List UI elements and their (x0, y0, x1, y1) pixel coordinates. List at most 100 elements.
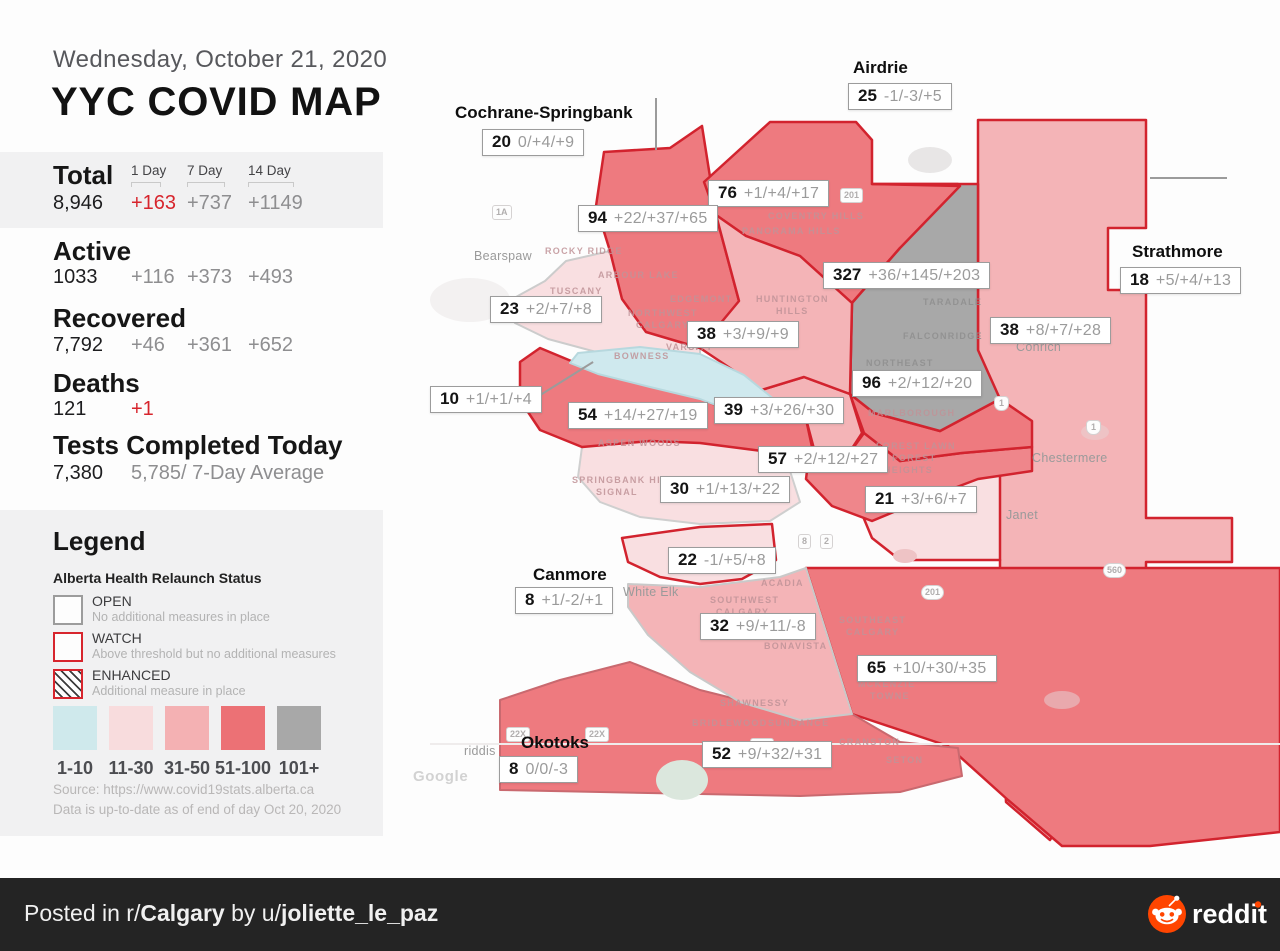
map-badge: 8 +1/-2/+1 (515, 587, 614, 614)
area-label: HILLS (776, 306, 809, 316)
caption-middle: by u/ (224, 900, 281, 926)
map-badge: 30 +1/+13/+22 (660, 476, 791, 503)
area-label: ARBOUR LAKE (598, 270, 679, 280)
badge-count: 8 (525, 590, 535, 609)
status-desc: Additional measure in place (92, 684, 246, 698)
badge-count: 10 (440, 389, 459, 408)
badge-count: 39 (724, 400, 743, 419)
subreddit-name: Calgary (140, 900, 225, 926)
legend-panel: Legend Alberta Health Relaunch Status OP… (0, 510, 383, 836)
city-label: Canmore (533, 565, 607, 584)
road-badge: 560 (1103, 563, 1127, 578)
road-badge: 8 (798, 534, 812, 549)
badge-deltas: +2/+12/+20 (887, 375, 973, 392)
map-badge: 57 +2/+12/+27 (758, 446, 889, 473)
area-label: MARLBOROUGH (868, 408, 956, 418)
city-label: Cochrane-Springbank (455, 103, 633, 122)
area-label: BONAVISTA (764, 641, 828, 651)
area-label: SIGNAL (596, 487, 638, 497)
area-label: TUSCANY (550, 286, 603, 296)
caption-prefix: Posted in r/ (24, 900, 141, 926)
col-bracket (187, 182, 225, 187)
town-label: Chestermere (1032, 451, 1108, 465)
road-badge: 22X (506, 727, 531, 742)
col-1day: 1 Day (131, 163, 167, 178)
badge-count: 21 (875, 489, 894, 508)
terrain-blob (1044, 691, 1080, 709)
map-badge: 39 +3/+26/+30 (714, 397, 845, 424)
recovered-label: Recovered (53, 303, 186, 333)
map-watermark: Google (413, 768, 469, 785)
badge-count: 94 (588, 208, 607, 227)
active-label: Active (53, 236, 132, 266)
recovered-value: 7,792 (53, 334, 104, 356)
leader-line (540, 361, 594, 396)
badge-deltas: +9/+11/-8 (735, 618, 806, 635)
badge-count: 30 (670, 479, 689, 498)
map-badge: 23 +2/+7/+8 (490, 296, 602, 323)
map-badge: 21 +3/+6/+7 (865, 486, 977, 513)
map-badge: 54 +14/+27/+19 (568, 402, 708, 429)
map-badge: 38 +3/+9/+9 (687, 321, 799, 348)
reddit-wordmark: reddit (1192, 899, 1267, 929)
color-scale: 1-10 11-30 31-50 51-100 101+ (53, 706, 321, 779)
badge-deltas: +22/+37/+65 (613, 210, 708, 227)
map-badge: 20 0/+4/+9 (482, 129, 585, 156)
area-label: BOWNESS (614, 351, 670, 361)
total-stats-panel: Total 1 Day 7 Day 14 Day 8,946 +163 +737… (0, 152, 383, 228)
reddit-logo: reddit (1148, 895, 1267, 933)
map-badge: 22 -1/+5/+8 (668, 547, 776, 574)
area-label: TOWNE (870, 691, 910, 701)
area-label: TARADALE (923, 297, 983, 307)
map-badge: 38 +8/+7/+28 (990, 317, 1112, 344)
badge-deltas: -1/-3/+5 (883, 88, 942, 105)
footer-bar: Posted in r/Calgary by u/joliette_le_paz… (0, 878, 1280, 951)
road-badge: 201 (921, 585, 945, 600)
area-label: CALGARY (716, 607, 770, 617)
region-327 (848, 182, 1002, 433)
badge-deltas: +1/+13/+22 (695, 481, 781, 498)
scale-range-label: 11-30 (108, 758, 154, 778)
map-badge: 10 +1/+1/+4 (430, 386, 542, 413)
badge-deltas: 0/+4/+9 (517, 134, 575, 151)
scale-swatch (165, 706, 209, 750)
legend-subtitle: Alberta Health Relaunch Status (53, 570, 262, 586)
map-badge: 65 +10/+30/+35 (857, 655, 997, 682)
open-swatch (53, 595, 83, 625)
area-label: FALCONRIDGE (903, 331, 983, 341)
total-14day: +1149 (248, 192, 303, 214)
leader-line (655, 98, 657, 150)
area-label: CALGARY (636, 320, 690, 330)
area-label: ASPEN WOODS (598, 438, 681, 448)
badge-count: 38 (697, 324, 716, 343)
scale-item: 101+ (277, 706, 321, 779)
deaths-1day: +1 (131, 398, 154, 420)
badge-count: 54 (578, 405, 597, 424)
badge-count: 20 (492, 132, 511, 151)
status-name: OPEN (92, 593, 132, 609)
page-title: YYC COVID MAP (51, 80, 382, 124)
badge-deltas: +5/+4/+13 (1155, 272, 1232, 289)
area-label: HUNTINGTON (756, 294, 829, 304)
area-label: NORTHEAST (866, 358, 934, 368)
badge-count: 57 (768, 449, 787, 468)
active-14day: +493 (248, 266, 294, 288)
status-name: WATCH (92, 630, 142, 646)
scale-range-label: 1-10 (56, 758, 94, 778)
area-label: SUNDANCE (768, 718, 830, 728)
scale-swatch (109, 706, 153, 750)
area-label: HEIGHTS (884, 465, 934, 475)
badge-deltas: +3/+26/+30 (749, 402, 835, 419)
col-14day: 14 Day (248, 163, 291, 178)
total-label: Total (53, 160, 114, 190)
scale-item: 51-100 (215, 706, 271, 779)
status-desc: No additional measures in place (92, 610, 270, 624)
scale-item: 11-30 (108, 706, 154, 779)
badge-count: 96 (862, 373, 881, 392)
post-caption: Posted in r/Calgary by u/joliette_le_paz (24, 900, 438, 927)
source-line-2: Data is up-to-date as of end of day Oct … (53, 802, 342, 817)
status-desc: Above threshold but no additional measur… (92, 647, 336, 661)
area-label: MCKENZIE (858, 679, 916, 689)
area-label: ROCKY RIDGE (545, 246, 623, 256)
badge-deltas: +3/+9/+9 (722, 326, 789, 343)
